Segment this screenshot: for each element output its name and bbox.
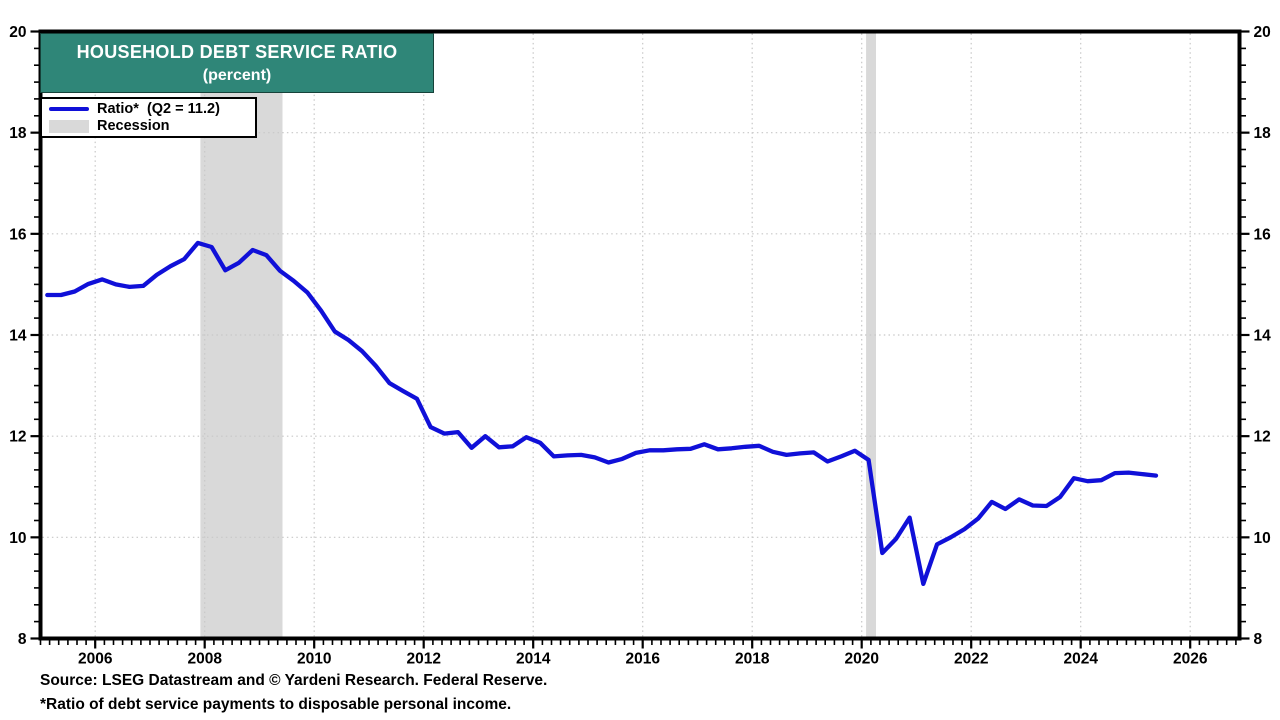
x-tick-label: 2026 — [1173, 651, 1208, 668]
chart-title-box: HOUSEHOLD DEBT SERVICE RATIO (percent) — [40, 33, 434, 93]
plot-frame — [38, 29, 1242, 641]
legend-label-recession: Recession — [97, 118, 170, 135]
chart-title: HOUSEHOLD DEBT SERVICE RATIO — [76, 41, 398, 62]
legend: Ratio* (Q2 = 11.2) Recession — [40, 97, 257, 138]
x-tick-label: 2020 — [844, 651, 878, 668]
x-tick-label: 2008 — [187, 651, 222, 668]
y-tick-label-left: 12 — [9, 429, 26, 446]
y-tick-label-left: 16 — [9, 226, 27, 243]
ratio-line-swatch — [49, 106, 89, 112]
y-tick-label-left: 14 — [9, 328, 27, 345]
chart-subtitle: (percent) — [202, 66, 272, 84]
y-tick-label-left: 8 — [18, 631, 27, 648]
recession-swatch — [49, 119, 89, 133]
y-tick-label-left: 10 — [9, 530, 26, 547]
x-tick-label: 2010 — [297, 651, 331, 668]
legend-label-ratio: Ratio* (Q2 = 11.2) — [97, 100, 220, 117]
ratio-line — [45, 240, 1159, 587]
y-tick-label-left: 18 — [9, 125, 27, 142]
x-tick-label: 2006 — [78, 651, 113, 668]
y-tick-label-right: 14 — [1254, 328, 1272, 345]
x-tick-label: 2012 — [406, 651, 440, 668]
y-tick-label-right: 20 — [1254, 24, 1271, 41]
x-tick-label: 2024 — [1063, 651, 1098, 668]
x-tick-label: 2016 — [625, 651, 660, 668]
y-tick-label-right: 12 — [1254, 429, 1271, 446]
x-tick-label: 2014 — [516, 651, 551, 668]
source-text: Source: LSEG Datastream and © Yardeni Re… — [40, 672, 548, 689]
legend-item-recession: Recession — [42, 118, 255, 135]
y-tick-label-right: 10 — [1254, 530, 1271, 547]
y-tick-label-left: 20 — [9, 24, 26, 41]
footer: Source: LSEG Datastream and © Yardeni Re… — [40, 669, 547, 717]
y-tick-label-right: 18 — [1254, 125, 1272, 142]
y-tick-label-right: 8 — [1254, 631, 1263, 648]
x-tick-label: 2018 — [735, 651, 770, 668]
x-tick-label: 2022 — [954, 651, 988, 668]
y-tick-label-right: 16 — [1254, 226, 1272, 243]
legend-item-ratio: Ratio* (Q2 = 11.2) — [42, 100, 255, 117]
footnote-text: *Ratio of debt service payments to dispo… — [40, 696, 512, 713]
